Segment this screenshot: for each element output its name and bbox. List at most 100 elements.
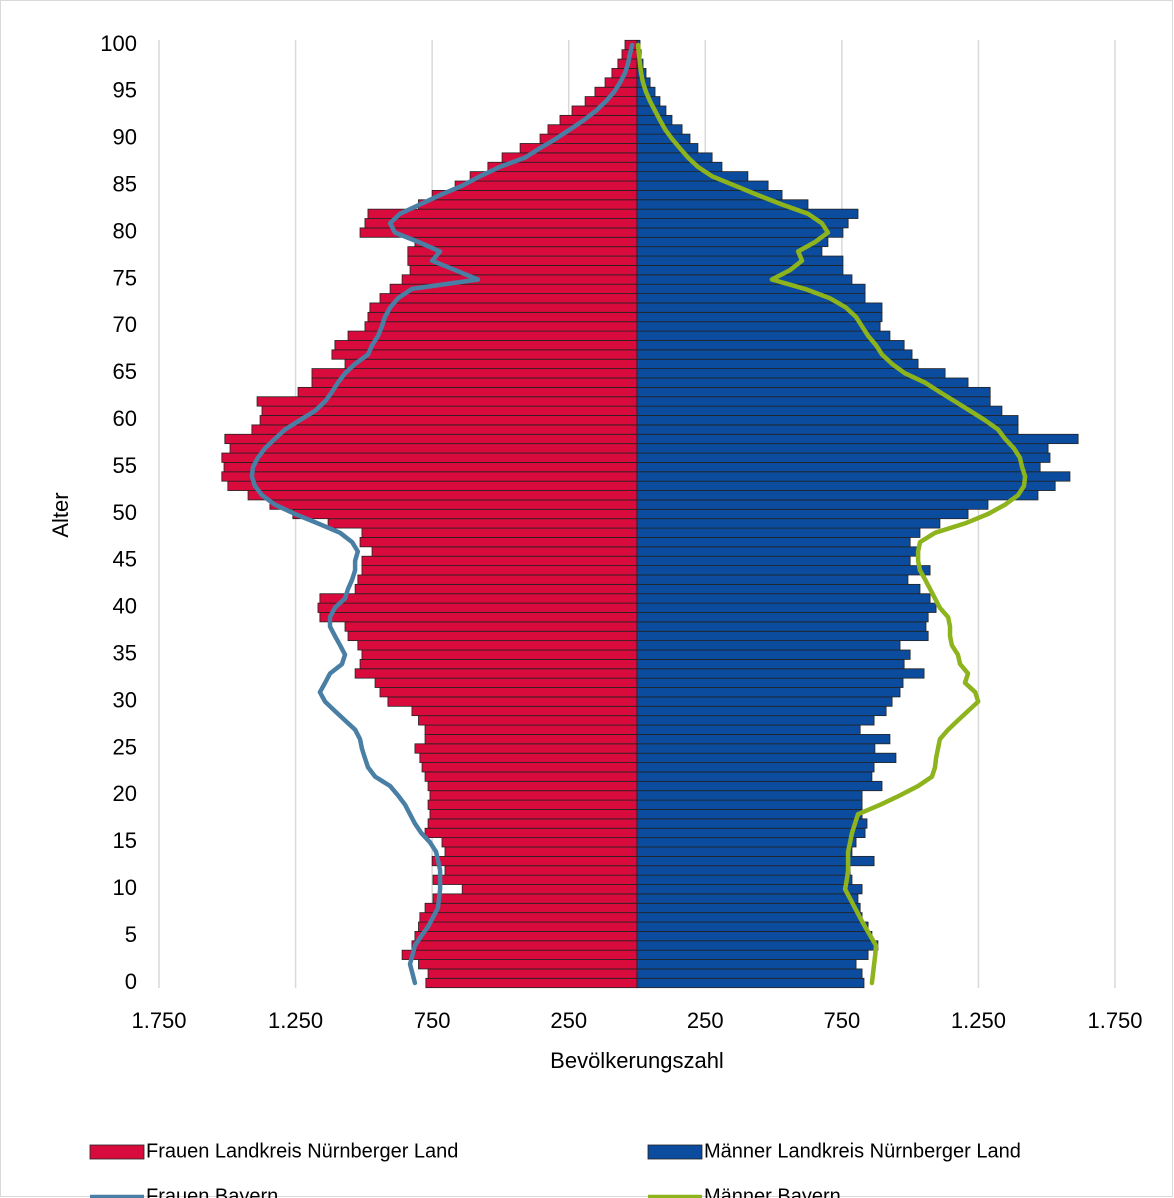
bar [424,724,638,735]
bar [354,668,638,679]
x-tick-label: 1.750 [1087,1008,1142,1033]
bar [427,780,638,792]
y-tick-label: 35 [113,641,137,666]
bar [636,133,691,144]
bar [387,696,638,707]
bar [636,462,1041,473]
legend-swatch [89,1144,145,1160]
bar [636,452,1051,463]
y-tick-label: 30 [113,687,137,712]
bar [369,302,638,313]
bar [636,396,991,407]
bar [559,114,638,126]
bar [636,902,861,914]
y-tick-label: 10 [113,875,137,900]
bar [419,752,638,763]
y-tick-label: 95 [113,78,137,103]
legend-label: Frauen Bayern [146,1185,278,1198]
x-tick-label: 750 [823,1008,860,1033]
x-tick-label: 1.750 [131,1008,186,1033]
y-axis-title: Alter [48,492,73,537]
bar [256,396,638,407]
bar [636,583,921,595]
line [249,42,635,986]
bar [636,780,883,792]
x-tick-label: 1.250 [268,1008,323,1033]
bar [636,612,929,623]
bar [418,921,638,932]
bar [636,358,919,370]
bar [374,677,638,688]
bar [636,330,891,341]
bar [371,546,638,557]
bar [636,884,863,895]
bar [636,771,873,782]
bar [636,837,857,848]
bar [636,274,853,285]
bar [636,743,876,754]
bar [636,152,713,163]
bar [251,424,638,435]
bar [429,790,638,801]
bar [636,415,1019,426]
bar [636,865,851,876]
bar [414,931,638,942]
bar [636,265,844,276]
bar [344,621,638,632]
bar [636,208,859,219]
bar [636,171,749,182]
bar [636,471,1071,482]
bar [319,593,638,604]
bar [636,762,875,773]
bar [636,433,1079,445]
bar [421,762,638,773]
bar [636,968,863,979]
bar [636,959,857,970]
bar [636,630,929,642]
bar [361,565,638,576]
bar [431,855,638,867]
bar [424,771,638,782]
bar [229,443,638,454]
bar [636,893,859,904]
bar [319,612,638,623]
bar [636,424,1019,435]
x-axis-title: Bevölkerungszahl [550,1048,724,1073]
legend-swatch [647,1144,703,1160]
bar [636,574,909,585]
bar [636,593,931,604]
bar [427,818,638,829]
bar [636,311,883,323]
y-tick-label: 85 [113,172,137,197]
x-tick-label: 250 [687,1008,724,1033]
bar [454,180,638,191]
bar [636,715,875,726]
bar [292,508,638,520]
bar [401,274,638,285]
bar [317,602,638,613]
bar [411,705,638,717]
bar [636,799,863,810]
bar [636,143,699,154]
bar [636,724,861,735]
bar [636,752,897,763]
bar [636,518,941,529]
bar [359,658,638,670]
bar [636,602,937,613]
bar [636,809,863,820]
y-tick-label: 25 [113,734,137,759]
bar [361,527,638,538]
y-tick-label: 50 [113,500,137,525]
bar [364,321,638,332]
bar [636,283,866,294]
legend-label: Männer Landkreis Nürnberger Land [704,1140,1021,1162]
y-tick-label: 80 [113,218,137,243]
bar [636,621,927,632]
bar [379,687,638,698]
bar [636,480,1056,491]
bar [636,658,905,670]
y-tick-label: 70 [113,312,137,337]
bar [444,846,638,857]
bar [636,227,844,238]
